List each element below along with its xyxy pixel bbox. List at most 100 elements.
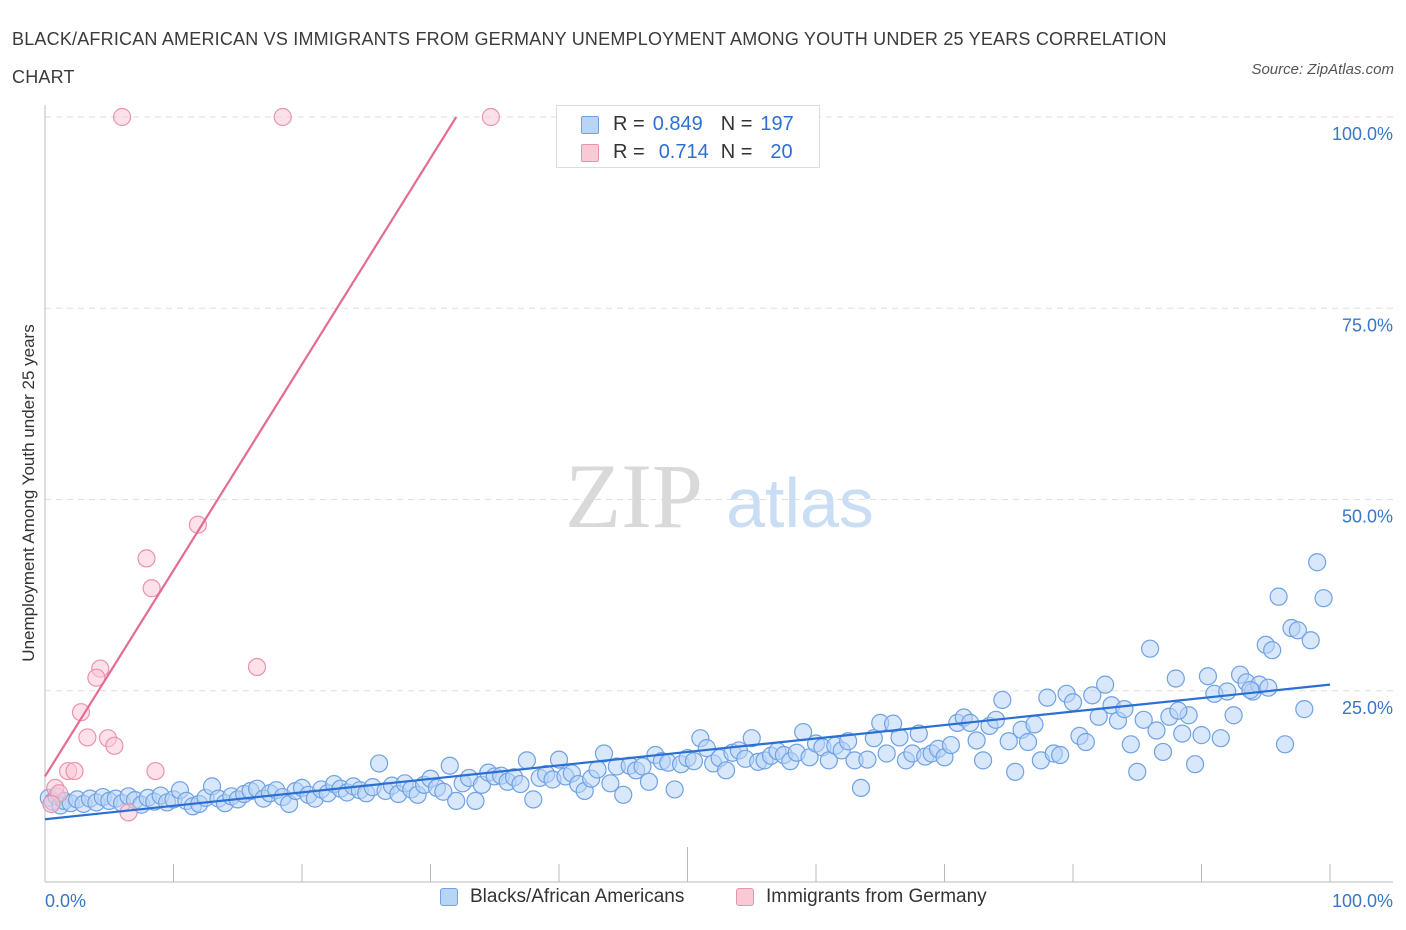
germany-point-1	[273, 107, 292, 127]
germany-point-5	[142, 579, 161, 598]
blacks-point-95	[639, 772, 659, 791]
blacks-point-197	[1295, 700, 1314, 719]
blacks-point-172	[1134, 710, 1153, 729]
germany-trendline	[44, 116, 458, 778]
germany-point-4	[137, 549, 156, 568]
stats-blue-swatch	[581, 115, 599, 134]
legend-swatch-blue	[440, 888, 458, 906]
blacks-point-178	[1173, 724, 1192, 743]
legend-label-germany: Immigrants from Germany	[766, 886, 987, 907]
stats-pink-n-label: N =	[720, 141, 753, 163]
blacks-point-170	[1121, 735, 1140, 754]
x-tick-label-right: 100.0%	[1332, 891, 1393, 911]
legend: Blacks/African Americans Immigrants from…	[0, 886, 1406, 920]
blacks-point-194	[1275, 735, 1295, 754]
blacks-point-142	[941, 735, 961, 755]
blacks-point-173	[1140, 639, 1160, 658]
blacks-point-63	[434, 782, 453, 801]
germany-point-18	[42, 794, 61, 814]
legend-item-blacks[interactable]: Blacks/African Americans	[440, 886, 684, 908]
blacks-point-134	[890, 728, 909, 747]
blacks-point-150	[993, 690, 1012, 710]
blacks-point-68	[466, 791, 485, 811]
blacks-point-107	[716, 761, 736, 780]
blacks-point-174	[1147, 721, 1166, 740]
blacks-point-202	[1241, 680, 1260, 700]
germany-point-8	[87, 668, 106, 687]
blacks-point-152	[1006, 762, 1025, 781]
blacks-point-196	[1288, 621, 1307, 640]
blacks-point-193	[1269, 587, 1288, 606]
blacks-point-163	[1076, 732, 1095, 752]
blacks-point-199	[1308, 553, 1327, 572]
stats-pink-n-value: 20	[770, 141, 793, 163]
y-tick-label-3: 25.0%	[1342, 698, 1393, 718]
germany-point-16	[65, 761, 84, 781]
blacks-point-182	[1198, 667, 1218, 686]
blacks-point-81	[549, 750, 569, 769]
chart-title: BLACK/AFRICAN AMERICAN VS IMMIGRANTS FRO…	[12, 29, 1167, 87]
blacks-point-102	[684, 752, 704, 771]
legend-label-blacks: Blacks/African Americans	[470, 886, 685, 907]
series-blacks-points	[39, 553, 1333, 816]
stats-blue-r-value: 0.849	[652, 113, 703, 135]
blacks-point-137	[909, 724, 928, 743]
blacks-point-181	[1192, 726, 1211, 745]
blacks-point-129	[858, 750, 877, 769]
blacks-point-155	[1025, 715, 1044, 734]
germany-point-19	[119, 803, 138, 822]
blacks-point-75	[511, 774, 530, 794]
blacks-point-164	[1083, 686, 1102, 705]
germany-point-0	[112, 107, 132, 127]
stats-blue-n-value: 197	[760, 113, 794, 135]
watermark-atlas: atlas	[726, 464, 874, 542]
blacks-point-77	[524, 790, 543, 809]
blacks-point-198	[1301, 631, 1320, 650]
blacks-point-159	[1051, 745, 1070, 765]
blacks-point-177	[1166, 669, 1185, 688]
blacks-point-201	[1259, 678, 1278, 697]
blacks-point-169	[1115, 700, 1134, 719]
blacks-point-126	[839, 732, 858, 751]
axes	[44, 105, 1393, 883]
stats-blue-r-label: R =	[613, 113, 645, 135]
blacks-point-76	[517, 751, 536, 770]
y-tick-label-0: 100.0%	[1332, 124, 1393, 144]
stats-blue-n-label: N =	[720, 113, 753, 135]
blacks-point-88	[594, 744, 614, 763]
blacks-point-161	[1063, 693, 1083, 712]
blacks-point-180	[1185, 755, 1205, 774]
germany-point-2	[481, 107, 500, 127]
stats-box: R = 0.849 N = 197 R = 0.714 N = 20	[556, 105, 820, 168]
blacks-point-171	[1128, 762, 1147, 781]
germany-point-17	[146, 761, 165, 781]
blacks-point-154	[1018, 732, 1038, 752]
blacks-point-65	[447, 791, 466, 811]
watermark: ZIP atlas	[565, 445, 874, 547]
y-axis-label: Unemployment Among Youth under 25 years	[19, 324, 38, 661]
legend-item-germany[interactable]: Immigrants from Germany	[736, 886, 987, 908]
blacks-point-94	[633, 757, 652, 776]
x-tick-label-left: 0.0%	[45, 891, 86, 911]
blacks-point-128	[851, 778, 871, 798]
germany-point-12	[105, 736, 124, 755]
blacks-point-99	[665, 780, 684, 799]
blacks-point-175	[1153, 742, 1173, 762]
germany-point-10	[78, 728, 97, 747]
stats-row-pink: R = 0.714 N = 20	[581, 141, 793, 164]
blacks-point-151	[999, 732, 1018, 751]
gridlines	[45, 116, 1393, 692]
blacks-point-91	[614, 785, 633, 804]
watermark-zip: ZIP	[565, 445, 703, 547]
tick-labels: 100.0% 75.0% 50.0% 25.0% 0.0% 100.0%	[45, 124, 1393, 911]
blacks-point-185	[1218, 682, 1237, 701]
source-label: Source: ZipAtlas.com	[1251, 61, 1394, 78]
blacks-point-184	[1211, 729, 1230, 748]
stats-pink-swatch	[581, 143, 599, 162]
stats-row-blue: R = 0.849 N = 197	[581, 113, 794, 136]
blacks-point-157	[1038, 688, 1057, 707]
blacks-point-146	[967, 731, 986, 750]
blacks-point-53	[370, 754, 389, 773]
stats-pink-r-label: R =	[613, 141, 645, 163]
